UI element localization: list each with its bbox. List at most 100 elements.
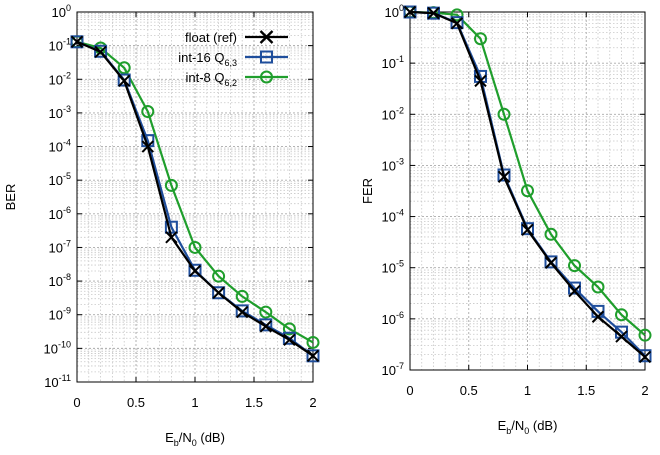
- fer-x-tick-label: 0: [406, 383, 413, 398]
- fer-x-tick-label: 2: [641, 383, 648, 398]
- ber-circle-point: [306, 335, 320, 349]
- fer-y-tick-label: 10-5: [382, 259, 404, 276]
- fer-x-point: [521, 223, 534, 237]
- fer-y-tick-label: 100: [385, 3, 404, 20]
- ber-x-tick-label: 1: [191, 395, 198, 410]
- fer-circle-point: [474, 32, 487, 46]
- ber-y-tick-label: 10-7: [49, 238, 71, 255]
- ber-x-point: [235, 305, 249, 319]
- fer-circle-point: [591, 280, 605, 294]
- fer-series-2: [403, 5, 652, 342]
- legend-circle-marker: [260, 70, 273, 84]
- ber-x-point: [283, 333, 296, 346]
- ber-x-point: [70, 35, 84, 49]
- ber-x-point: [306, 349, 320, 363]
- ber-x-axis-label: Eb/N0 (dB): [165, 430, 225, 448]
- ber-y-tick-label: 10-3: [49, 104, 71, 121]
- ber-x-tick-label: 2: [309, 395, 316, 410]
- fer-square-point: [544, 255, 558, 269]
- fer-circle-point: [521, 184, 534, 198]
- fer-grid: [410, 12, 645, 370]
- fer-series-0: [403, 5, 652, 364]
- fer-circle-point: [450, 8, 464, 22]
- ber-x-point: [117, 74, 131, 88]
- ber-circle-point: [117, 61, 131, 75]
- ber-y-tick-label: 10-1: [49, 37, 71, 54]
- ber-x-tick-label: 1.5: [245, 395, 263, 410]
- ber-y-tick-label: 10-4: [49, 138, 71, 155]
- ber-x-point: [259, 320, 273, 333]
- ber-y-tick-label: 10-9: [49, 306, 71, 323]
- ber-y-tick-label: 10-5: [49, 171, 71, 188]
- legend-square-marker: [260, 50, 273, 64]
- ber-square-point: [94, 44, 108, 58]
- ber-x-tick-label: 0: [73, 395, 80, 410]
- fer-y-axis-label: FER: [360, 178, 375, 204]
- fer-x-axis-label: Eb/N0 (dB): [498, 418, 558, 436]
- fer-y-tick-label: 10-6: [382, 310, 404, 327]
- ber-circle-point: [141, 105, 155, 119]
- fer-x-tick-label: 1.5: [577, 383, 595, 398]
- ber-chart: 0 0.5 1 1.5 2 100 10-1 10-2 10-3 10-4 10-5 10-6 10-7…: [3, 3, 320, 448]
- ber-grid: [77, 12, 313, 382]
- legend: float (ref) int-16 Q6,3 int-8 Q6,2: [178, 30, 288, 88]
- ber-square-point: [282, 331, 296, 345]
- fer-circle-point: [568, 259, 581, 273]
- ber-x-point: [141, 140, 155, 153]
- fer-square-point: [497, 168, 511, 182]
- fer-x-point: [403, 5, 417, 19]
- ber-square-point: [259, 318, 273, 332]
- fer-x-point: [568, 284, 581, 298]
- ber-x-point: [212, 286, 225, 299]
- fer-x-point: [474, 74, 487, 88]
- fer-square-point: [568, 281, 581, 295]
- ber-y-tick-label: 100: [52, 3, 71, 20]
- ber-x-point: [94, 45, 107, 59]
- fer-square-point: [450, 16, 464, 30]
- ber-y-axis-label: BER: [3, 184, 18, 211]
- ber-circle-point: [188, 240, 202, 254]
- fer-x-point: [591, 310, 605, 323]
- fer-x-point: [638, 350, 652, 364]
- ber-y-tick-label: 10-8: [49, 272, 71, 289]
- fer-x-point: [497, 170, 511, 183]
- ber-series-0: [70, 35, 320, 363]
- fer-square-point: [638, 349, 652, 363]
- fer-x-point: [544, 256, 558, 269]
- legend-label: float (ref): [185, 30, 237, 45]
- ber-circle-point: [212, 269, 226, 283]
- fer-x-tick-label: 1: [524, 383, 531, 398]
- fer-circle-point: [544, 227, 558, 241]
- fer-series-line: [409, 10, 646, 337]
- ber-circle-point: [235, 289, 249, 303]
- fer-x-tick-label: 0.5: [460, 383, 478, 398]
- fer-y-tick-label: 10-4: [382, 208, 404, 225]
- ber-square-point: [212, 286, 226, 300]
- ber-square-point: [188, 263, 202, 277]
- ber-square-point: [164, 220, 178, 234]
- ber-y-tick-label: 10-2: [49, 70, 71, 87]
- ber-y-tick-label: 10-10: [44, 339, 71, 356]
- ber-circle-point: [259, 305, 273, 319]
- ber-circle-point: [282, 322, 296, 336]
- legend-label: int-8 Q6,2: [185, 70, 237, 88]
- ber-circle-point: [164, 178, 178, 192]
- legend-x-marker: [259, 30, 274, 44]
- legend-label: int-16 Q6,3: [178, 50, 237, 68]
- fer-y-tick-label: 10-2: [382, 105, 404, 122]
- ber-x-tick-label: 0.5: [127, 395, 145, 410]
- ber-y-tick-label: 10-11: [44, 373, 71, 390]
- fer-y-tick-label: 10-1: [382, 54, 404, 71]
- fer-x-point: [450, 17, 464, 30]
- ber-x-point: [188, 264, 202, 278]
- fer-x-point: [427, 6, 440, 20]
- fer-circle-point: [615, 308, 628, 322]
- fer-y-tick-label: 10-3: [382, 156, 404, 173]
- fer-chart: 0 0.5 1 1.5 2 100 10-1 10-2 10-3 10-4 10-5 10-6 10-7…: [360, 3, 652, 436]
- ber-x-point: [165, 231, 178, 244]
- ber-square-point: [117, 73, 131, 87]
- fer-y-tick-label: 10-7: [382, 361, 404, 378]
- ber-square-point: [235, 304, 249, 318]
- ber-series-line: [76, 40, 314, 344]
